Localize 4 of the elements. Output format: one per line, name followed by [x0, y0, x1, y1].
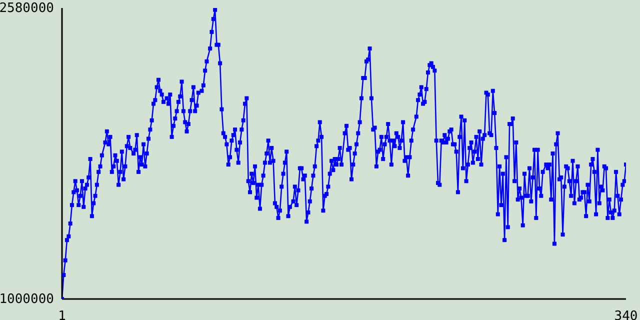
- y-tick-label: 2580000: [0, 1, 54, 16]
- x-tick-label: 1: [58, 309, 66, 320]
- x-tick-label: 340: [614, 309, 638, 320]
- y-tick-label: 1000000: [0, 292, 54, 307]
